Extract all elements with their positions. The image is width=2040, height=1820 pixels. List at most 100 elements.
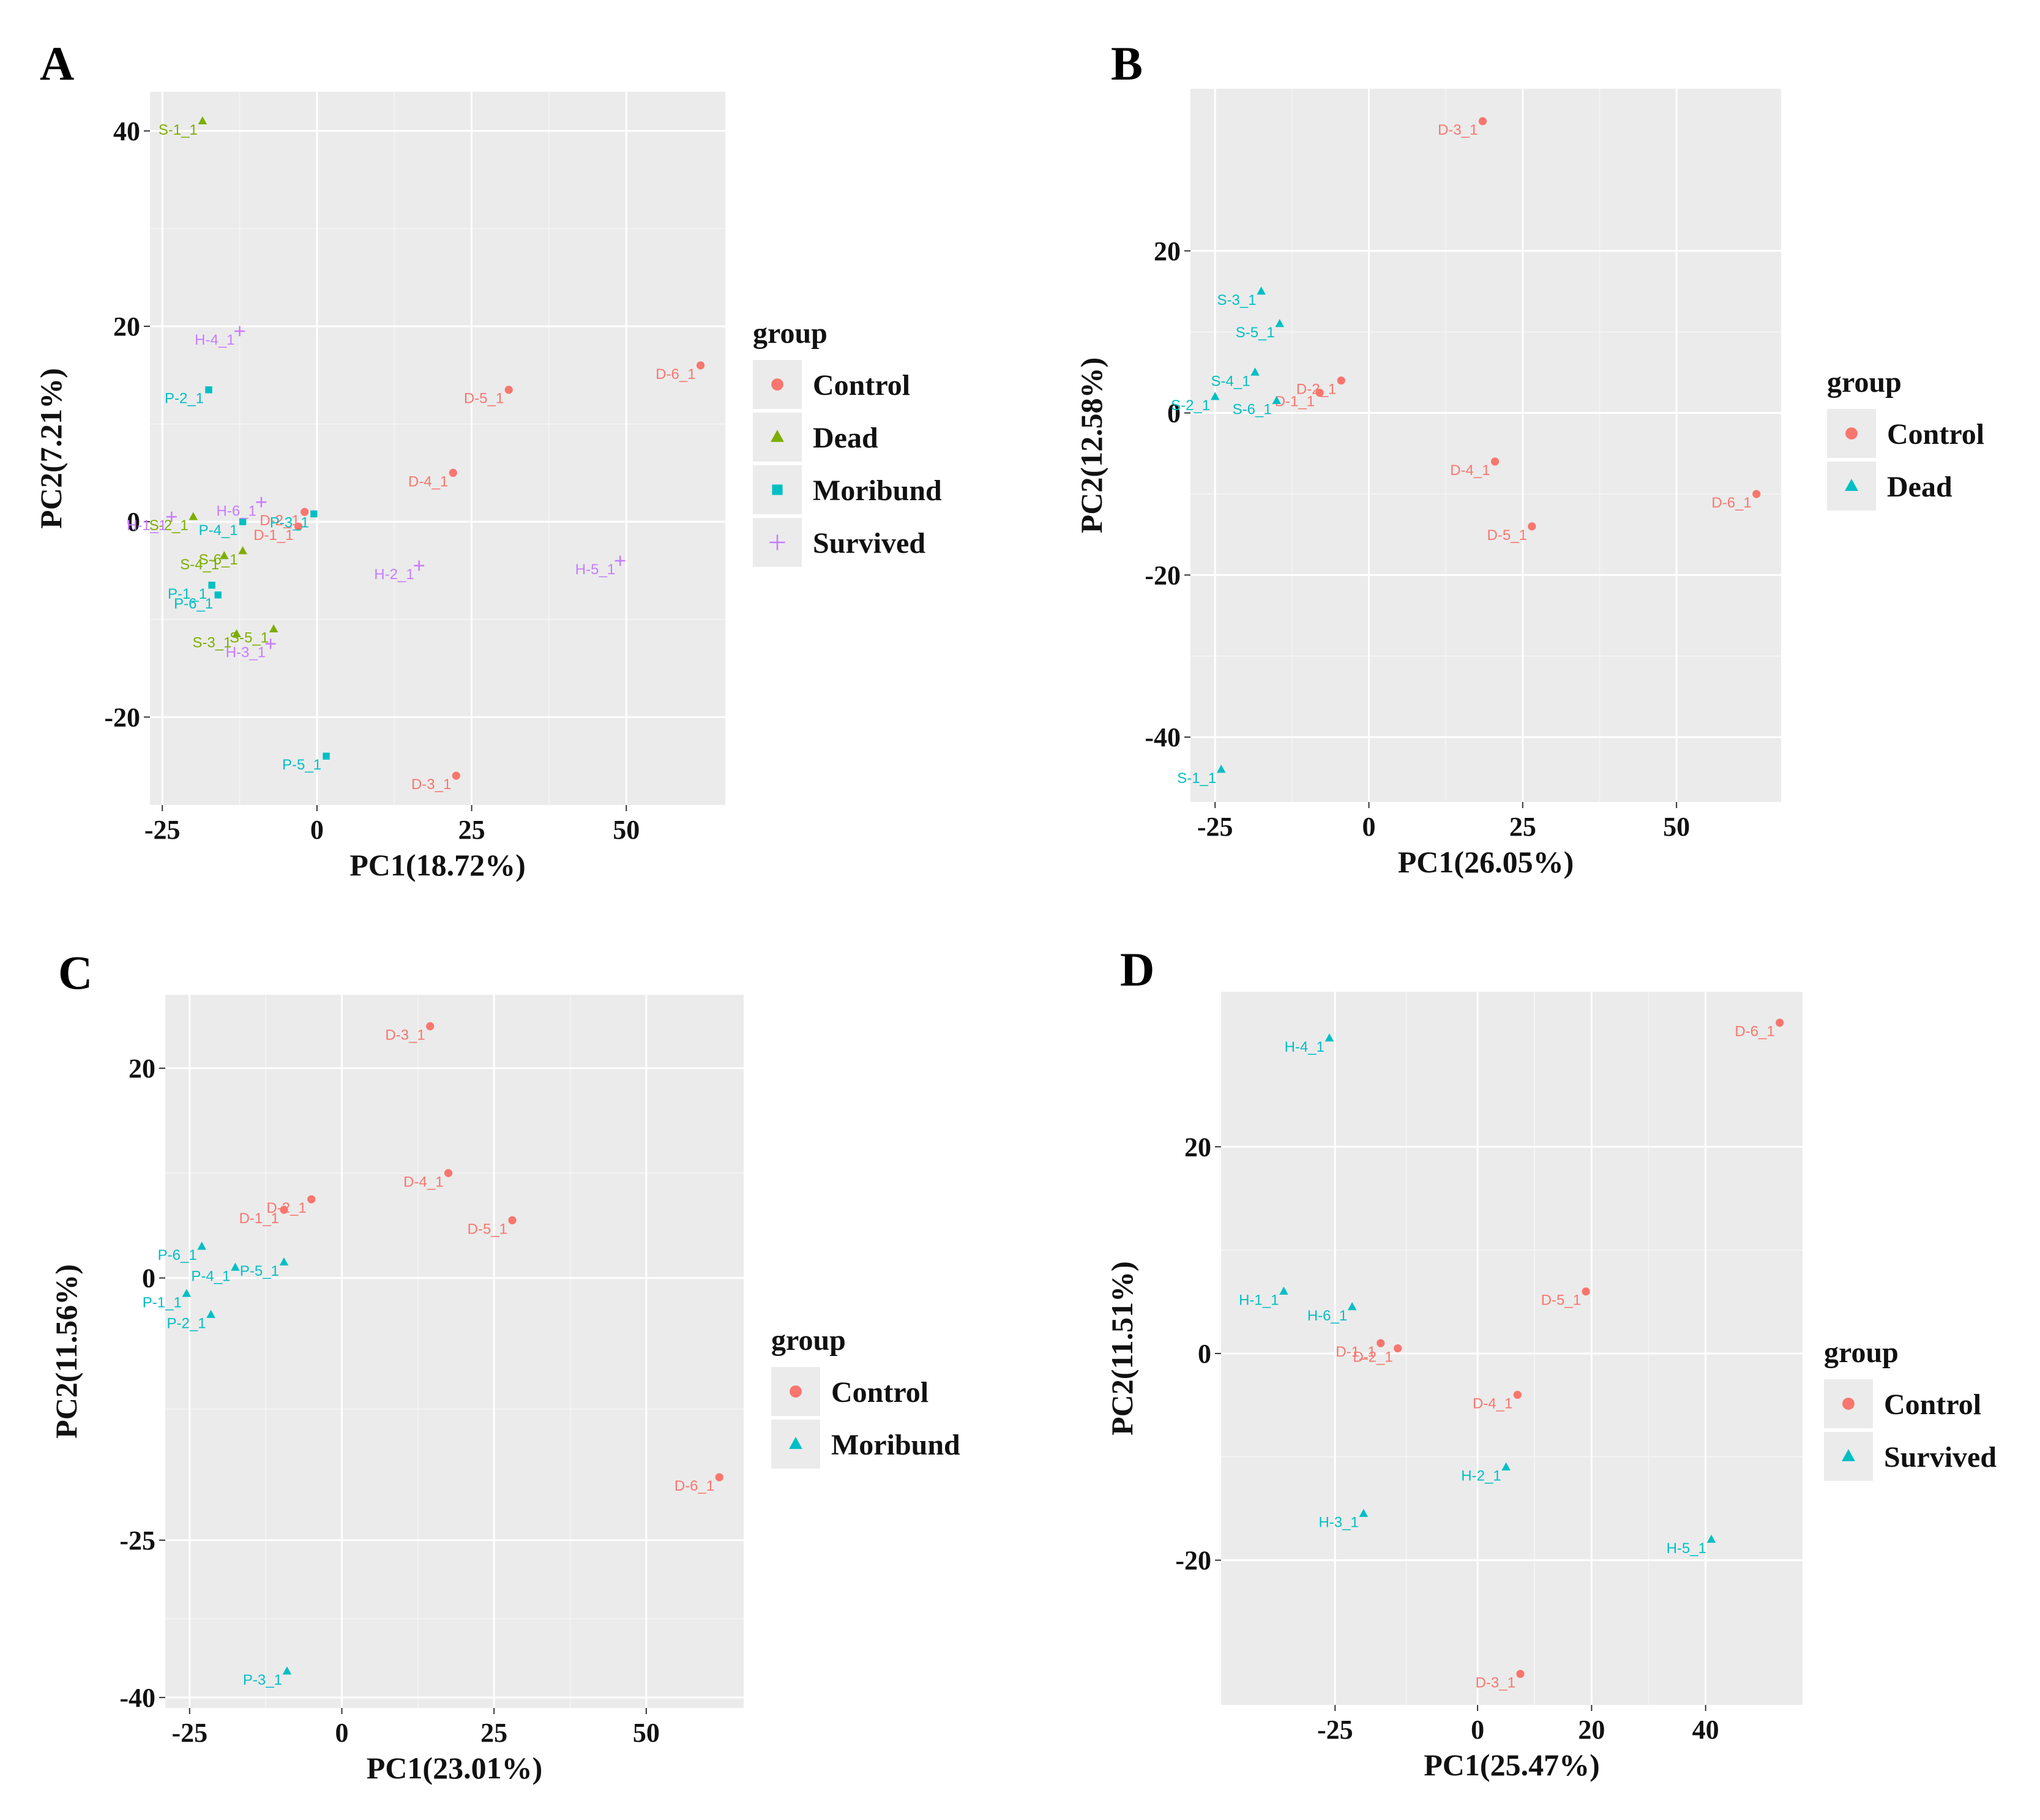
point-d-3_1 xyxy=(1478,117,1487,125)
point-label: H-5_1 xyxy=(1667,1540,1706,1557)
point-h-6_1 xyxy=(1347,1302,1357,1311)
point-h-4_1 xyxy=(1325,1033,1334,1042)
point-label: D-6_1 xyxy=(1735,1024,1774,1040)
legend-label-control: Control xyxy=(831,1376,928,1409)
x-tick-label: 25 xyxy=(458,815,485,845)
point-d-5_1 xyxy=(1582,1287,1590,1296)
legend-title: group xyxy=(753,317,828,350)
point-s-1_1 xyxy=(1217,765,1226,773)
legend: group Control Dead Moribund Survived xyxy=(753,317,942,567)
y-tick-label: 20 xyxy=(1184,1132,1211,1162)
x-tick-label: -25 xyxy=(1317,1715,1353,1745)
point-label: H-4_1 xyxy=(1285,1039,1325,1055)
point-d-2_1 xyxy=(1394,1344,1402,1353)
point-d-1_1 xyxy=(1377,1339,1385,1347)
y-tick-label: -25 xyxy=(119,1526,155,1556)
point-d-6_1 xyxy=(1776,1019,1784,1027)
y-tick-label: 0 xyxy=(1167,399,1181,429)
point-label: D-4_1 xyxy=(1450,462,1490,479)
panel-letter-d: D xyxy=(1120,943,1154,996)
point-d-6_1 xyxy=(696,361,705,370)
point-p-1_1 xyxy=(182,1289,192,1297)
point-label: P-5_1 xyxy=(282,757,321,773)
point-label: S-5_1 xyxy=(1236,324,1275,341)
legend-label-control: Control xyxy=(813,369,910,402)
point-p-1_1 xyxy=(208,582,215,589)
point-label: S-1_1 xyxy=(159,122,198,138)
point-label: D-5_1 xyxy=(464,391,504,407)
point-label: D-1_1 xyxy=(253,527,293,544)
point-d-5_1 xyxy=(504,386,513,394)
plot-background xyxy=(1190,89,1781,802)
x-tick-label: 50 xyxy=(1663,812,1690,842)
point-label: P-3_1 xyxy=(270,514,309,531)
point-label: D-3_1 xyxy=(1438,122,1478,138)
panel-c: C -25 0 25 50 -40 -25 0 20 PC1(23.01%) PC2(11.56%)… xyxy=(49,946,960,1785)
point-label: P-4_1 xyxy=(191,1268,230,1284)
point-label: H-5_1 xyxy=(575,561,615,578)
point-label: P-1_1 xyxy=(168,586,207,602)
point-p-5_1 xyxy=(323,752,330,760)
point-h-2_1 xyxy=(414,560,425,571)
y-tick-label: 20 xyxy=(113,312,140,342)
point-label: H-3_1 xyxy=(1318,1515,1358,1531)
point-label: D-4_1 xyxy=(408,473,448,490)
panel-a: A -25 0 25 50 -20 0 20 40 PC1(18.72%) PC2(7.21%) D-… xyxy=(34,37,942,882)
point-label: D-5_1 xyxy=(468,1221,507,1237)
point-label: D-1_1 xyxy=(239,1210,279,1227)
x-tick-label: -25 xyxy=(144,815,181,845)
point-label: P-6_1 xyxy=(158,1247,197,1264)
point-s-2_1 xyxy=(1210,392,1220,400)
x-tick-label: 20 xyxy=(1578,1715,1605,1745)
point-label: H-2_1 xyxy=(374,566,414,583)
legend: group Control Survived xyxy=(1824,1336,1997,1481)
plot-background xyxy=(165,995,744,1708)
point-label: P-4_1 xyxy=(199,522,238,539)
y-tick-label: -40 xyxy=(1145,722,1181,752)
point-s-6_1 xyxy=(238,546,247,555)
legend-key-dead xyxy=(1845,479,1858,491)
point-s-1_1 xyxy=(198,116,207,125)
legend-key-control xyxy=(771,378,783,391)
point-p-6_1 xyxy=(197,1241,206,1250)
legend-label-dead: Dead xyxy=(1887,471,1952,503)
point-h-5_1 xyxy=(1706,1534,1716,1543)
point-h-1_1 xyxy=(1279,1286,1288,1295)
legend-label-moribund: Moribund xyxy=(813,474,942,507)
point-d-4_1 xyxy=(1490,457,1500,466)
points: D-3_1D-4_1D-2_1D-1_1D-5_1D-6_1P-6_1P-5_1… xyxy=(143,1022,723,1688)
panel-letter-a: A xyxy=(40,37,74,90)
point-label: P-3_1 xyxy=(243,1672,282,1688)
point-h-1_1 xyxy=(166,511,177,522)
point-h-5_1 xyxy=(615,555,626,566)
legend-key-control xyxy=(1845,427,1858,440)
point-p-2_1 xyxy=(205,386,212,394)
point-label: D-2_1 xyxy=(1353,1349,1392,1366)
point-label: P-6_1 xyxy=(174,596,213,612)
x-axis-title: PC1(25.47%) xyxy=(1424,1748,1599,1782)
point-d-4_1 xyxy=(449,468,457,477)
legend-key-moribund xyxy=(772,484,783,495)
legend-label-moribund: Moribund xyxy=(831,1429,960,1461)
points: D-6_1 D-5_1 D-4_1 D-2_1D-1_1 D-3_1 S-1_1 S-2_1… xyxy=(127,116,705,793)
x-tick-label: 0 xyxy=(1471,1715,1484,1745)
x-tick-label: 25 xyxy=(480,1718,507,1748)
point-d-3_1 xyxy=(1516,1669,1525,1678)
x-tick-label: 50 xyxy=(633,1718,660,1748)
point-label: H-6_1 xyxy=(217,503,256,519)
point-label: P-5_1 xyxy=(240,1263,279,1279)
legend-title: group xyxy=(1824,1336,1899,1369)
point-s-5_1 xyxy=(1275,319,1285,328)
legend-label-control: Control xyxy=(1887,418,1984,451)
point-s-5_1 xyxy=(269,624,278,633)
point-label: D-6_1 xyxy=(656,366,695,383)
point-label: D-1_1 xyxy=(1275,393,1315,410)
point-s-3_1 xyxy=(1257,286,1266,295)
point-h-3_1 xyxy=(265,638,276,650)
plot-background xyxy=(150,92,725,805)
point-d-5_1 xyxy=(508,1216,517,1224)
point-p-4_1 xyxy=(231,1262,240,1271)
legend-key-moribund xyxy=(789,1437,802,1449)
point-label: H-1_1 xyxy=(127,517,166,534)
y-axis-title: PC2(11.51%) xyxy=(1105,1261,1139,1436)
